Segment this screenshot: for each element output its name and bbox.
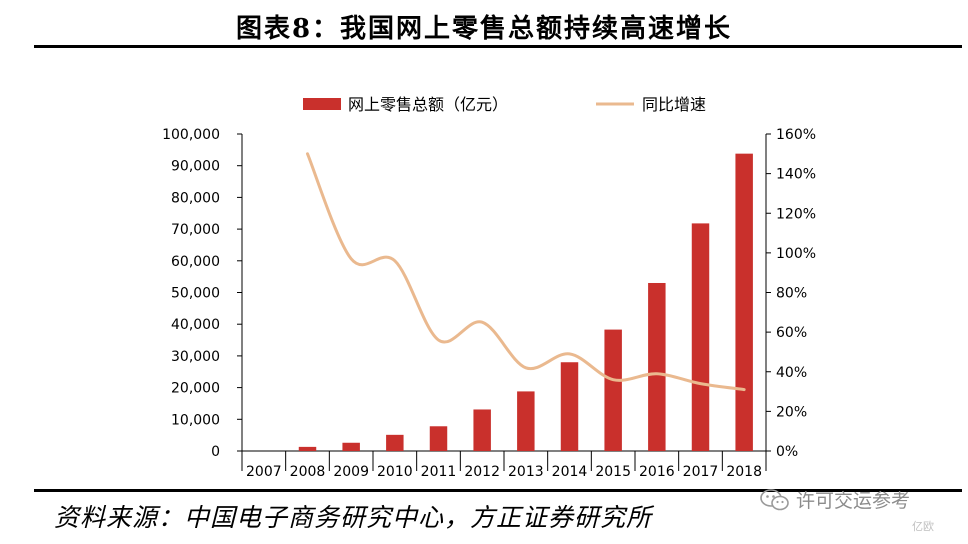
y-right-tick-label: 120% bbox=[776, 206, 816, 222]
bar-2016 bbox=[648, 282, 666, 451]
y-right-tick-label: 40% bbox=[776, 365, 807, 381]
x-tick-label: 2008 bbox=[290, 464, 326, 480]
y-right-tick-label: 0% bbox=[776, 444, 798, 460]
bar-2014 bbox=[560, 362, 579, 451]
x-tick-label: 2013 bbox=[508, 464, 544, 480]
x-tick-label: 2017 bbox=[683, 464, 719, 480]
watermark-sub: 亿欧 bbox=[912, 520, 934, 533]
y-left-tick-label: 50,000 bbox=[171, 286, 220, 302]
y-right-tick-label: 80% bbox=[776, 286, 807, 302]
legend-label-line: 同比增速 bbox=[642, 95, 706, 114]
chart-axes: 0 10,000 20,000 30,000 40,000 50,000 60,000 70,… bbox=[162, 127, 816, 480]
x-tick-label: 2012 bbox=[464, 464, 500, 480]
bar-2011 bbox=[429, 426, 448, 451]
y-left-tick-label: 90,000 bbox=[171, 159, 220, 175]
y-left-tick-label: 70,000 bbox=[171, 222, 220, 238]
bar-2012 bbox=[473, 409, 491, 451]
bar-2018 bbox=[735, 153, 753, 452]
y-left-tick-label: 10,000 bbox=[171, 412, 220, 428]
wechat-icon bbox=[760, 488, 789, 510]
y-left-tick-label: 100,000 bbox=[162, 127, 220, 143]
watermark-text: 许可交运参考 bbox=[796, 490, 911, 512]
y-right-tick-label: 100% bbox=[776, 246, 816, 262]
x-tick-label: 2011 bbox=[421, 464, 457, 480]
x-tick-label: 2010 bbox=[377, 464, 413, 480]
x-tick-label: 2014 bbox=[552, 464, 588, 480]
x-tick-label: 2009 bbox=[333, 464, 369, 480]
bar-2009 bbox=[342, 442, 360, 451]
source-note: 资料来源：中国电子商务研究中心，方正证券研究所 bbox=[54, 503, 653, 532]
x-tick-label: 2016 bbox=[639, 464, 675, 480]
bar-series bbox=[298, 153, 753, 452]
growth-line bbox=[306, 152, 746, 392]
watermark: 许可交运参考 bbox=[760, 486, 910, 513]
y-right-tick-label: 160% bbox=[776, 127, 816, 143]
bar-2015 bbox=[604, 329, 622, 451]
y-left-tick-label: 20,000 bbox=[171, 381, 220, 397]
bar-2013 bbox=[517, 391, 535, 451]
bar-2017 bbox=[691, 223, 710, 451]
y-left-tick-label: 40,000 bbox=[171, 317, 220, 333]
line-series bbox=[306, 152, 746, 392]
title-divider bbox=[34, 45, 962, 48]
y-left-tick-label: 80,000 bbox=[171, 190, 220, 206]
y-left-tick-label: 0 bbox=[211, 444, 220, 460]
legend-swatch-bar bbox=[303, 98, 341, 110]
y-right-tick-label: 140% bbox=[776, 167, 816, 183]
y-right-tick-label: 60% bbox=[776, 325, 807, 341]
chart-legend: 网上零售总额（亿元） 同比增速 bbox=[303, 95, 706, 114]
x-tick-label: 2018 bbox=[726, 464, 762, 480]
y-left-tick-label: 60,000 bbox=[171, 254, 220, 270]
y-right-tick-label: 20% bbox=[776, 404, 807, 420]
y-left-tick-label: 30,000 bbox=[171, 349, 220, 365]
legend-label-bar: 网上零售总额（亿元） bbox=[348, 95, 508, 114]
bar-2008 bbox=[298, 446, 317, 451]
x-tick-label: 2007 bbox=[246, 464, 282, 480]
bar-2010 bbox=[386, 434, 404, 451]
chart-title: 图表8：我国网上零售总额持续高速增长 bbox=[235, 14, 733, 44]
footer-divider bbox=[34, 489, 962, 492]
x-tick-label: 2015 bbox=[595, 464, 631, 480]
combo-chart: 网上零售总额（亿元） 同比增速 0 10,000 20,000 30,000 40,000… bbox=[162, 95, 816, 480]
